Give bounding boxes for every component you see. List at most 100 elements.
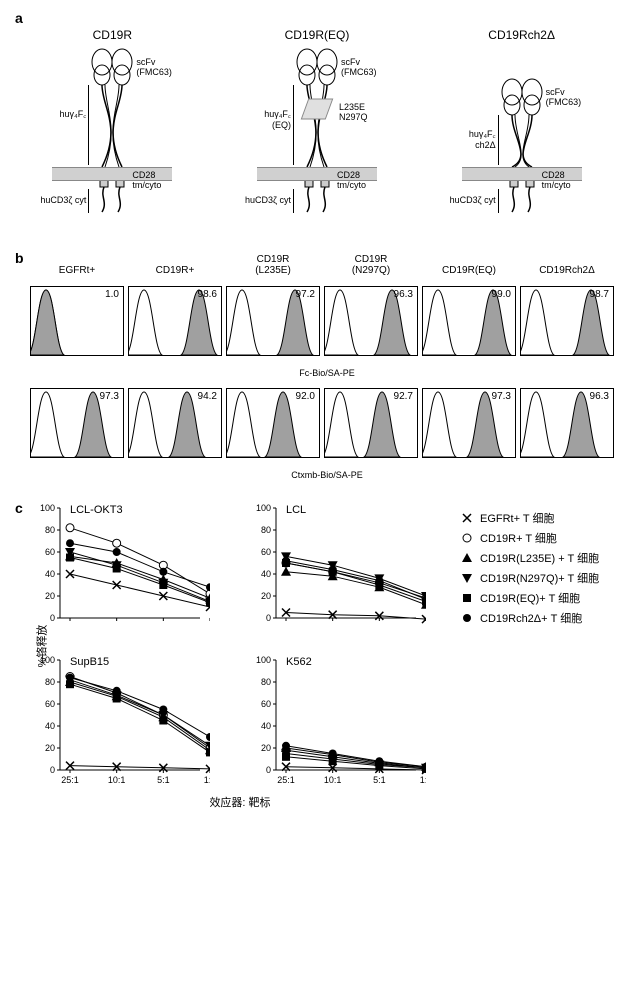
svg-text:20: 20	[261, 591, 271, 601]
fc-label: huγ₄F꜀ ch2Δ	[454, 127, 496, 150]
car-construct: CD19Rch2Δ scFv(	[432, 28, 612, 217]
construct-title: CD19R(EQ)	[227, 28, 407, 42]
legend-marker-icon	[460, 611, 474, 625]
scfv-label: scFv(FMC63)	[341, 57, 377, 77]
histogram-row-ctxmb: 97.3 94.2 92.0 92.7 97.3 96.3	[30, 388, 624, 458]
histogram-value: 96.3	[590, 391, 609, 402]
legend-marker-icon	[460, 511, 474, 525]
car-diagrams-row: CD19R scFv(FMC6	[10, 10, 624, 217]
legend-marker-icon	[460, 531, 474, 545]
legend-label: CD19R(N297Q)+ T 细胞	[480, 570, 599, 586]
histogram-plot: 97.3	[422, 388, 516, 458]
panel-c-label: c	[15, 500, 23, 516]
scfv-label: scFv(FMC63)	[136, 57, 172, 77]
legend-marker-icon	[460, 571, 474, 585]
histogram-plot: 97.3	[30, 388, 124, 458]
legend-item: CD19R+ T 细胞	[460, 530, 599, 546]
fc-label: huγ₄F꜀ (EQ)	[249, 107, 291, 130]
fc-label: huγ₄F꜀	[44, 107, 86, 120]
svg-text:80: 80	[261, 677, 271, 687]
panel-a-label: a	[15, 10, 23, 26]
line-chart: SupB1502040608010025:110:15:11:1	[30, 652, 210, 792]
histogram-value: 97.3	[100, 391, 119, 402]
chart-title: K562	[286, 656, 312, 668]
histogram-value: 97.3	[492, 391, 511, 402]
histogram-column-title: CD19Rch2Δ	[520, 250, 614, 276]
legend-label: CD19R+ T 细胞	[480, 530, 557, 546]
legend-label: EGFRt+ T 细胞	[480, 510, 554, 526]
svg-text:1:1: 1:1	[204, 775, 210, 785]
svg-text:40: 40	[45, 721, 55, 731]
svg-text:80: 80	[45, 525, 55, 535]
x-axis-label: 效应器: 靶标	[209, 794, 270, 810]
histogram-plot: 99.0	[422, 286, 516, 356]
svg-text:100: 100	[40, 655, 55, 665]
histogram-plot: 98.7	[520, 286, 614, 356]
svg-text:60: 60	[45, 547, 55, 557]
histogram-column-title: CD19R+	[128, 250, 222, 276]
cd28-label: CD28 tm/cyto	[132, 170, 172, 190]
panel-a: a CD19R	[10, 10, 624, 230]
svg-text:20: 20	[261, 743, 271, 753]
scfv-label: scFv(FMC63)	[546, 87, 582, 107]
svg-text:10:1: 10:1	[108, 775, 126, 785]
chart-title: LCL-OKT3	[70, 504, 123, 516]
histogram-value: 92.0	[296, 391, 315, 402]
cd3z-label: huCD3ζ cyt	[239, 195, 291, 205]
chart-title: SupB15	[70, 656, 109, 668]
svg-text:40: 40	[261, 721, 271, 731]
legend-item: CD19R(L235E) + T 细胞	[460, 550, 599, 566]
histogram-value: 94.2	[198, 391, 217, 402]
histogram-value: 98.7	[590, 289, 609, 300]
svg-text:0: 0	[266, 613, 271, 623]
histogram-column-title: CD19R(N297Q)	[324, 250, 418, 276]
legend-item: CD19R(EQ)+ T 细胞	[460, 590, 599, 606]
legend-label: CD19R(L235E) + T 细胞	[480, 550, 599, 566]
histogram-plot: 94.2	[128, 388, 222, 458]
svg-text:80: 80	[45, 677, 55, 687]
panel-c: c %铬释放 效应器: 靶标 LCL-OKT3020406080100LCL02…	[10, 500, 624, 792]
line-chart: K56202040608010025:110:15:11:1	[246, 652, 426, 792]
histogram-plot: 96.3	[520, 388, 614, 458]
svg-text:0: 0	[266, 765, 271, 775]
legend-item: CD19R(N297Q)+ T 细胞	[460, 570, 599, 586]
svg-text:40: 40	[261, 569, 271, 579]
chart-title: LCL	[286, 504, 306, 516]
line-chart: LCL020406080100	[246, 500, 426, 640]
svg-text:25:1: 25:1	[277, 775, 295, 785]
legend-marker-icon	[460, 551, 474, 565]
histogram-plot: 98.6	[128, 286, 222, 356]
histogram-value: 1.0	[105, 289, 119, 300]
histogram-plot: 1.0	[30, 286, 124, 356]
legend-item: EGFRt+ T 细胞	[460, 510, 599, 526]
svg-text:0: 0	[50, 613, 55, 623]
histogram-plot: 92.7	[324, 388, 418, 458]
construct-title: CD19Rch2Δ	[432, 28, 612, 42]
panel-b: b EGFRt+CD19R+CD19R(L235E)CD19R(N297Q)CD…	[10, 250, 624, 480]
line-chart: LCL-OKT3020406080100	[30, 500, 210, 640]
svg-text:1:1: 1:1	[420, 775, 426, 785]
histogram-value: 99.0	[492, 289, 511, 300]
row1-axis-label: Fc-Bio/SA-PE	[30, 368, 624, 378]
svg-text:5:1: 5:1	[157, 775, 170, 785]
car-construct: CD19R(EQ) scFv(	[227, 28, 407, 217]
legend-item: CD19Rch2Δ+ T 细胞	[460, 610, 599, 626]
histogram-plot: 96.3	[324, 286, 418, 356]
cd3z-label: huCD3ζ cyt	[444, 195, 496, 205]
cd28-label: CD28 tm/cyto	[542, 170, 582, 190]
mutation-label: L235EN297Q	[339, 102, 368, 122]
panel-b-label: b	[15, 250, 24, 266]
histogram-grid: EGFRt+CD19R+CD19R(L235E)CD19R(N297Q)CD19…	[10, 250, 624, 480]
svg-text:100: 100	[256, 655, 271, 665]
histogram-titles: EGFRt+CD19R+CD19R(L235E)CD19R(N297Q)CD19…	[30, 250, 624, 276]
cd28-label: CD28 tm/cyto	[337, 170, 377, 190]
legend: EGFRt+ T 细胞 CD19R+ T 细胞 CD19R(L235E) + T 细…	[460, 500, 599, 792]
svg-text:60: 60	[45, 699, 55, 709]
row2-axis-label: Ctxmb-Bio/SA-PE	[30, 470, 624, 480]
histogram-column-title: CD19R(EQ)	[422, 250, 516, 276]
histogram-column-title: EGFRt+	[30, 250, 124, 276]
construct-title: CD19R	[22, 28, 202, 42]
svg-text:25:1: 25:1	[61, 775, 79, 785]
charts-grid: 效应器: 靶标 LCL-OKT3020406080100LCL020406080…	[30, 500, 450, 792]
histogram-value: 92.7	[394, 391, 413, 402]
